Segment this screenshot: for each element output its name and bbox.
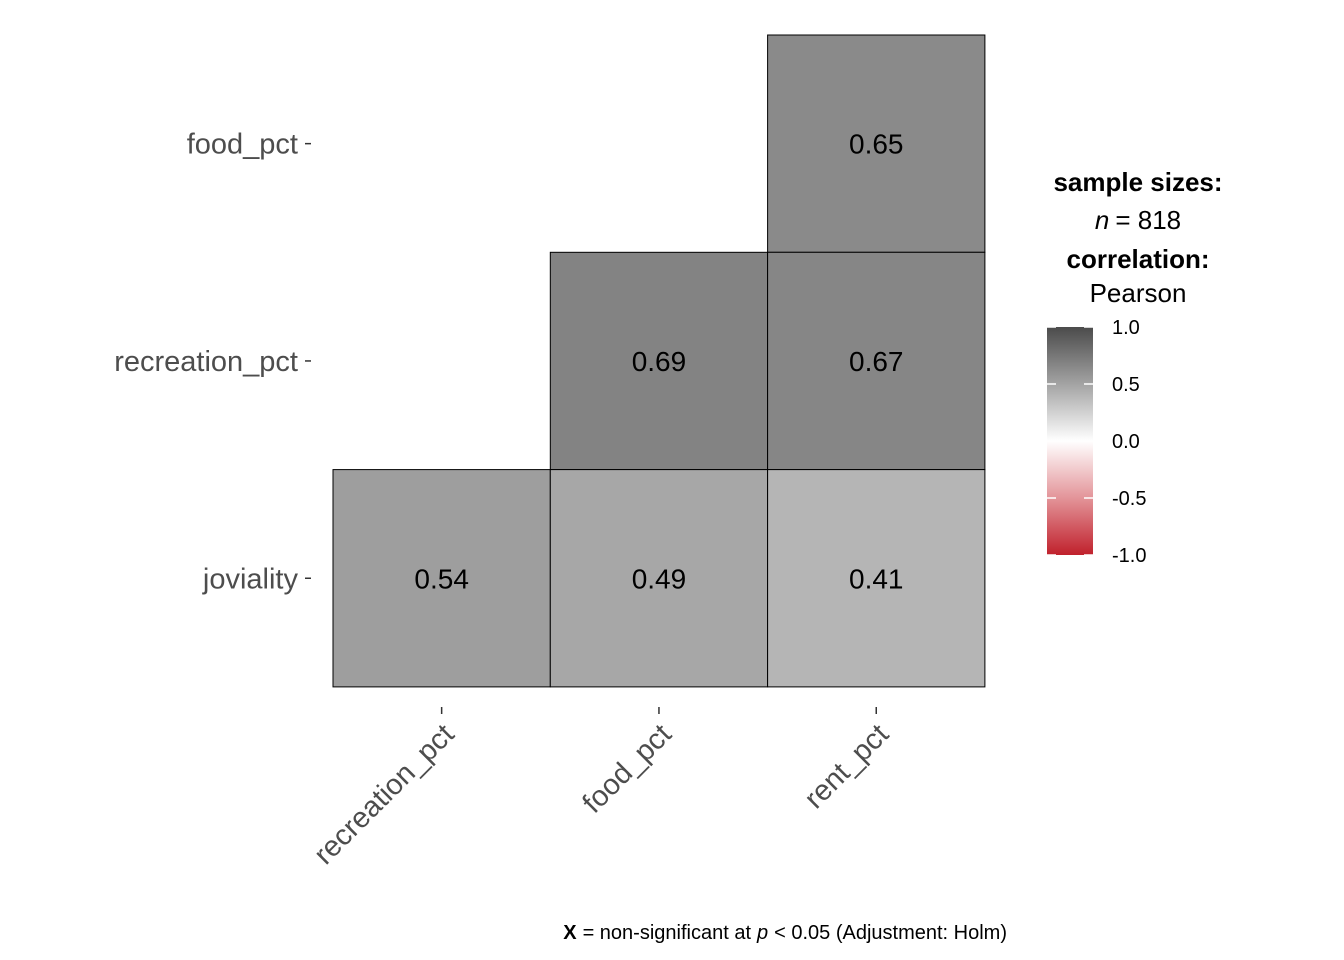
heatmap-cell [549, 251, 769, 471]
heatmap-cell [332, 469, 551, 688]
x-tick-label: recreation_pct [308, 718, 461, 871]
legend-ticks: 1.0 0.5 0.0 -0.5 -1.0 [1047, 317, 1146, 567]
legend-tick-label: 0.0 [1112, 431, 1140, 453]
legend-tick-label: -0.5 [1112, 488, 1146, 510]
x-axis: recreation_pct food_pct rent_pct [308, 707, 895, 871]
y-tick-label: food_pct [187, 129, 298, 161]
heatmap-cell [767, 251, 986, 471]
y-tick-label: joviality [202, 563, 299, 595]
x-tick-label: rent_pct [798, 718, 895, 815]
cell-value-label: 0.54 [414, 563, 469, 594]
x-tick-label: food_pct [577, 718, 678, 819]
legend-tick-label: -1.0 [1112, 545, 1146, 567]
legend: sample sizes: n = 818 correlation: Pearso… [1047, 167, 1223, 567]
cell-value-label: 0.65 [849, 129, 904, 160]
cell-value-label: 0.69 [632, 346, 687, 377]
legend-sample-title: sample sizes: [1053, 167, 1222, 197]
legend-correlation-method: Pearson [1090, 278, 1187, 308]
heatmap-cell [767, 34, 986, 253]
legend-sample-size: n = 818 [1095, 205, 1181, 235]
cell-value-label: 0.67 [849, 346, 904, 377]
heatmap-cell [549, 469, 769, 688]
heatmap-cell [767, 469, 986, 688]
cell-value-label: 0.49 [632, 563, 687, 594]
legend-tick-label: 1.0 [1112, 317, 1140, 339]
heatmap-cells: 0.65 0.69 0.67 0.54 0.49 0.41 [332, 34, 986, 688]
legend-correlation-title: correlation: [1066, 244, 1209, 274]
legend-tick-label: 0.5 [1112, 374, 1140, 396]
y-axis: food_pct recreation_pct joviality [114, 129, 311, 595]
cell-value-label: 0.41 [849, 563, 904, 594]
significance-caption: X = non-significant at p < 0.05 (Adjustment… [563, 922, 1007, 944]
y-tick-label: recreation_pct [114, 346, 298, 378]
